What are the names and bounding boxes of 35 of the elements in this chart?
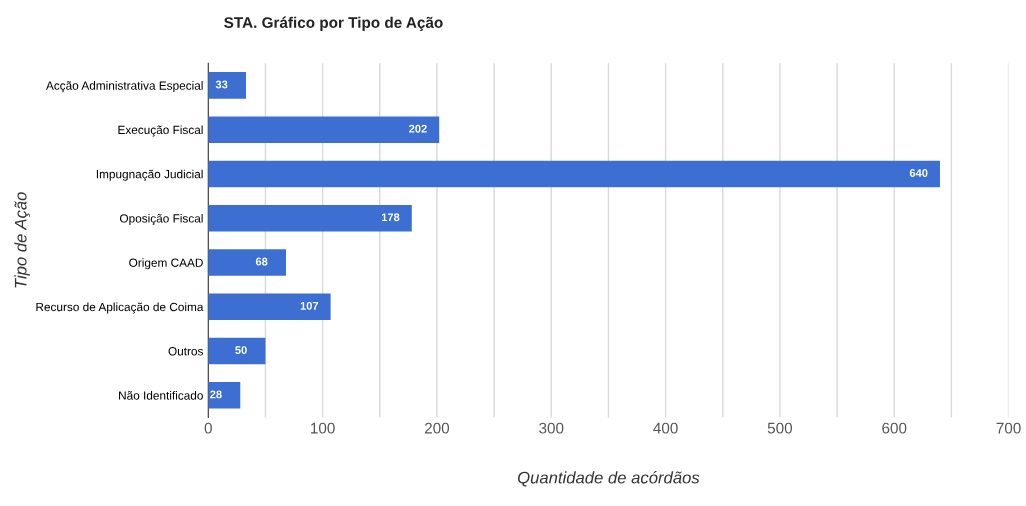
x-tick-label: 300 bbox=[539, 422, 564, 434]
data-label: 202 bbox=[409, 124, 427, 133]
y-tick-label: Outros bbox=[168, 347, 203, 356]
bar bbox=[208, 204, 412, 232]
data-label: 28 bbox=[210, 390, 222, 399]
bar bbox=[208, 293, 331, 321]
bar bbox=[208, 160, 940, 188]
y-axis-title: Tipo de Ação bbox=[14, 192, 30, 288]
data-label: 107 bbox=[300, 301, 319, 310]
bar bbox=[208, 382, 241, 409]
data-label: 178 bbox=[381, 213, 400, 222]
x-tick-label: 500 bbox=[767, 422, 793, 434]
x-axis-title: Quantidade de acórdãos bbox=[517, 471, 700, 487]
bar bbox=[208, 116, 440, 143]
x-tick-label: 0 bbox=[204, 422, 212, 434]
data-label: 50 bbox=[235, 346, 247, 355]
chart-title: STA. Gráfico por Tipo de Ação bbox=[224, 16, 443, 31]
bar bbox=[208, 249, 287, 276]
y-tick-label: Oposição Fiscal bbox=[120, 213, 203, 225]
bar bbox=[208, 72, 247, 99]
data-label: 68 bbox=[255, 257, 268, 266]
y-tick-label: Origem CAAD bbox=[129, 258, 203, 270]
y-tick-label: Recurso de Aplicação de Coima bbox=[36, 302, 204, 314]
y-tick-label: Acção Administrativa Especial bbox=[45, 81, 203, 93]
x-tick-label: 700 bbox=[996, 422, 1021, 434]
x-tick-label: 400 bbox=[653, 422, 678, 434]
y-tick-label: Execução Fiscal bbox=[118, 125, 203, 137]
data-label: 640 bbox=[909, 169, 928, 177]
x-tick-label: 600 bbox=[882, 422, 907, 434]
y-tick-label: Não Identificado bbox=[119, 391, 203, 400]
x-tick-label: 200 bbox=[424, 422, 450, 434]
data-label: 33 bbox=[215, 80, 228, 89]
x-tick-label: 100 bbox=[311, 422, 335, 434]
bar bbox=[208, 337, 266, 365]
y-tick-label: Impugnação Judicial bbox=[96, 169, 203, 181]
